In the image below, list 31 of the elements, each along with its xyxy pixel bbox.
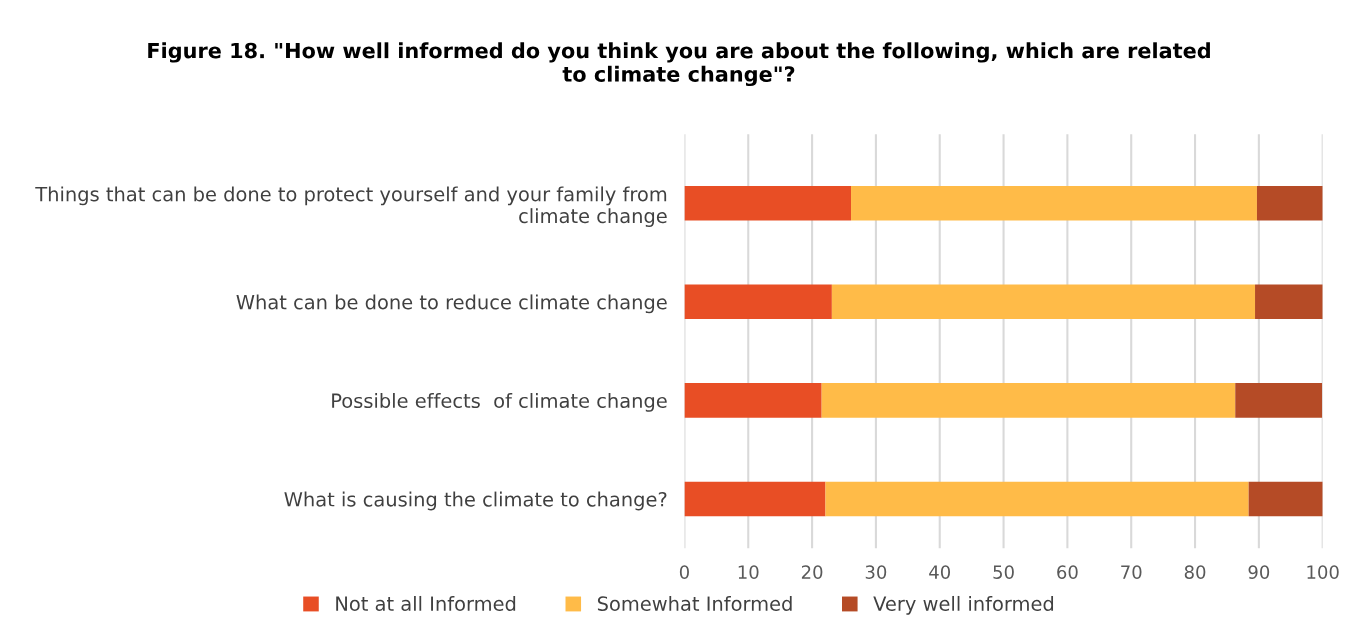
bar [684, 481, 826, 517]
x-tick-label: 80 [1184, 565, 1206, 579]
x-tick-label: 90 [1248, 565, 1270, 579]
bar [825, 481, 1249, 517]
y-tick-label: Possible effects of climate change [332, 392, 667, 412]
bar [1256, 185, 1323, 221]
bar [821, 383, 1236, 418]
bar [1255, 284, 1323, 320]
bar [684, 383, 822, 418]
y-tick-label: What is causing the climate to change? [284, 491, 667, 511]
bar [831, 284, 1256, 320]
x-tick-label: 40 [929, 565, 951, 579]
y-tick-label: What can be done to reduce climate change [236, 294, 667, 314]
x-tick-label: 50 [993, 565, 1014, 579]
x-tick-label: 60 [1057, 565, 1078, 579]
x-tick-label: 0 [679, 565, 689, 579]
legend-label: Very well informed [873, 595, 1054, 615]
x-tick-label: 70 [1121, 565, 1142, 579]
chart-title: Figure 18. "How well informed do you think you are about the following, which are related to climate change"? [148, 42, 1210, 87]
x-tick-label: 30 [865, 565, 887, 579]
bar [684, 284, 832, 320]
x-tick-label: 100 [1307, 565, 1339, 579]
bar [684, 185, 852, 221]
x-tick-label: 20 [801, 565, 823, 579]
x-tick-label: 10 [738, 565, 759, 579]
bar [851, 185, 1257, 221]
legend-label: Not at all Informed [336, 595, 516, 612]
bar [1235, 383, 1323, 418]
legend-label: Somewhat Informed [597, 595, 792, 612]
bar [1248, 481, 1323, 517]
y-tick-label: Things that can be done to protect yourself and your family from climate change [35, 186, 667, 227]
